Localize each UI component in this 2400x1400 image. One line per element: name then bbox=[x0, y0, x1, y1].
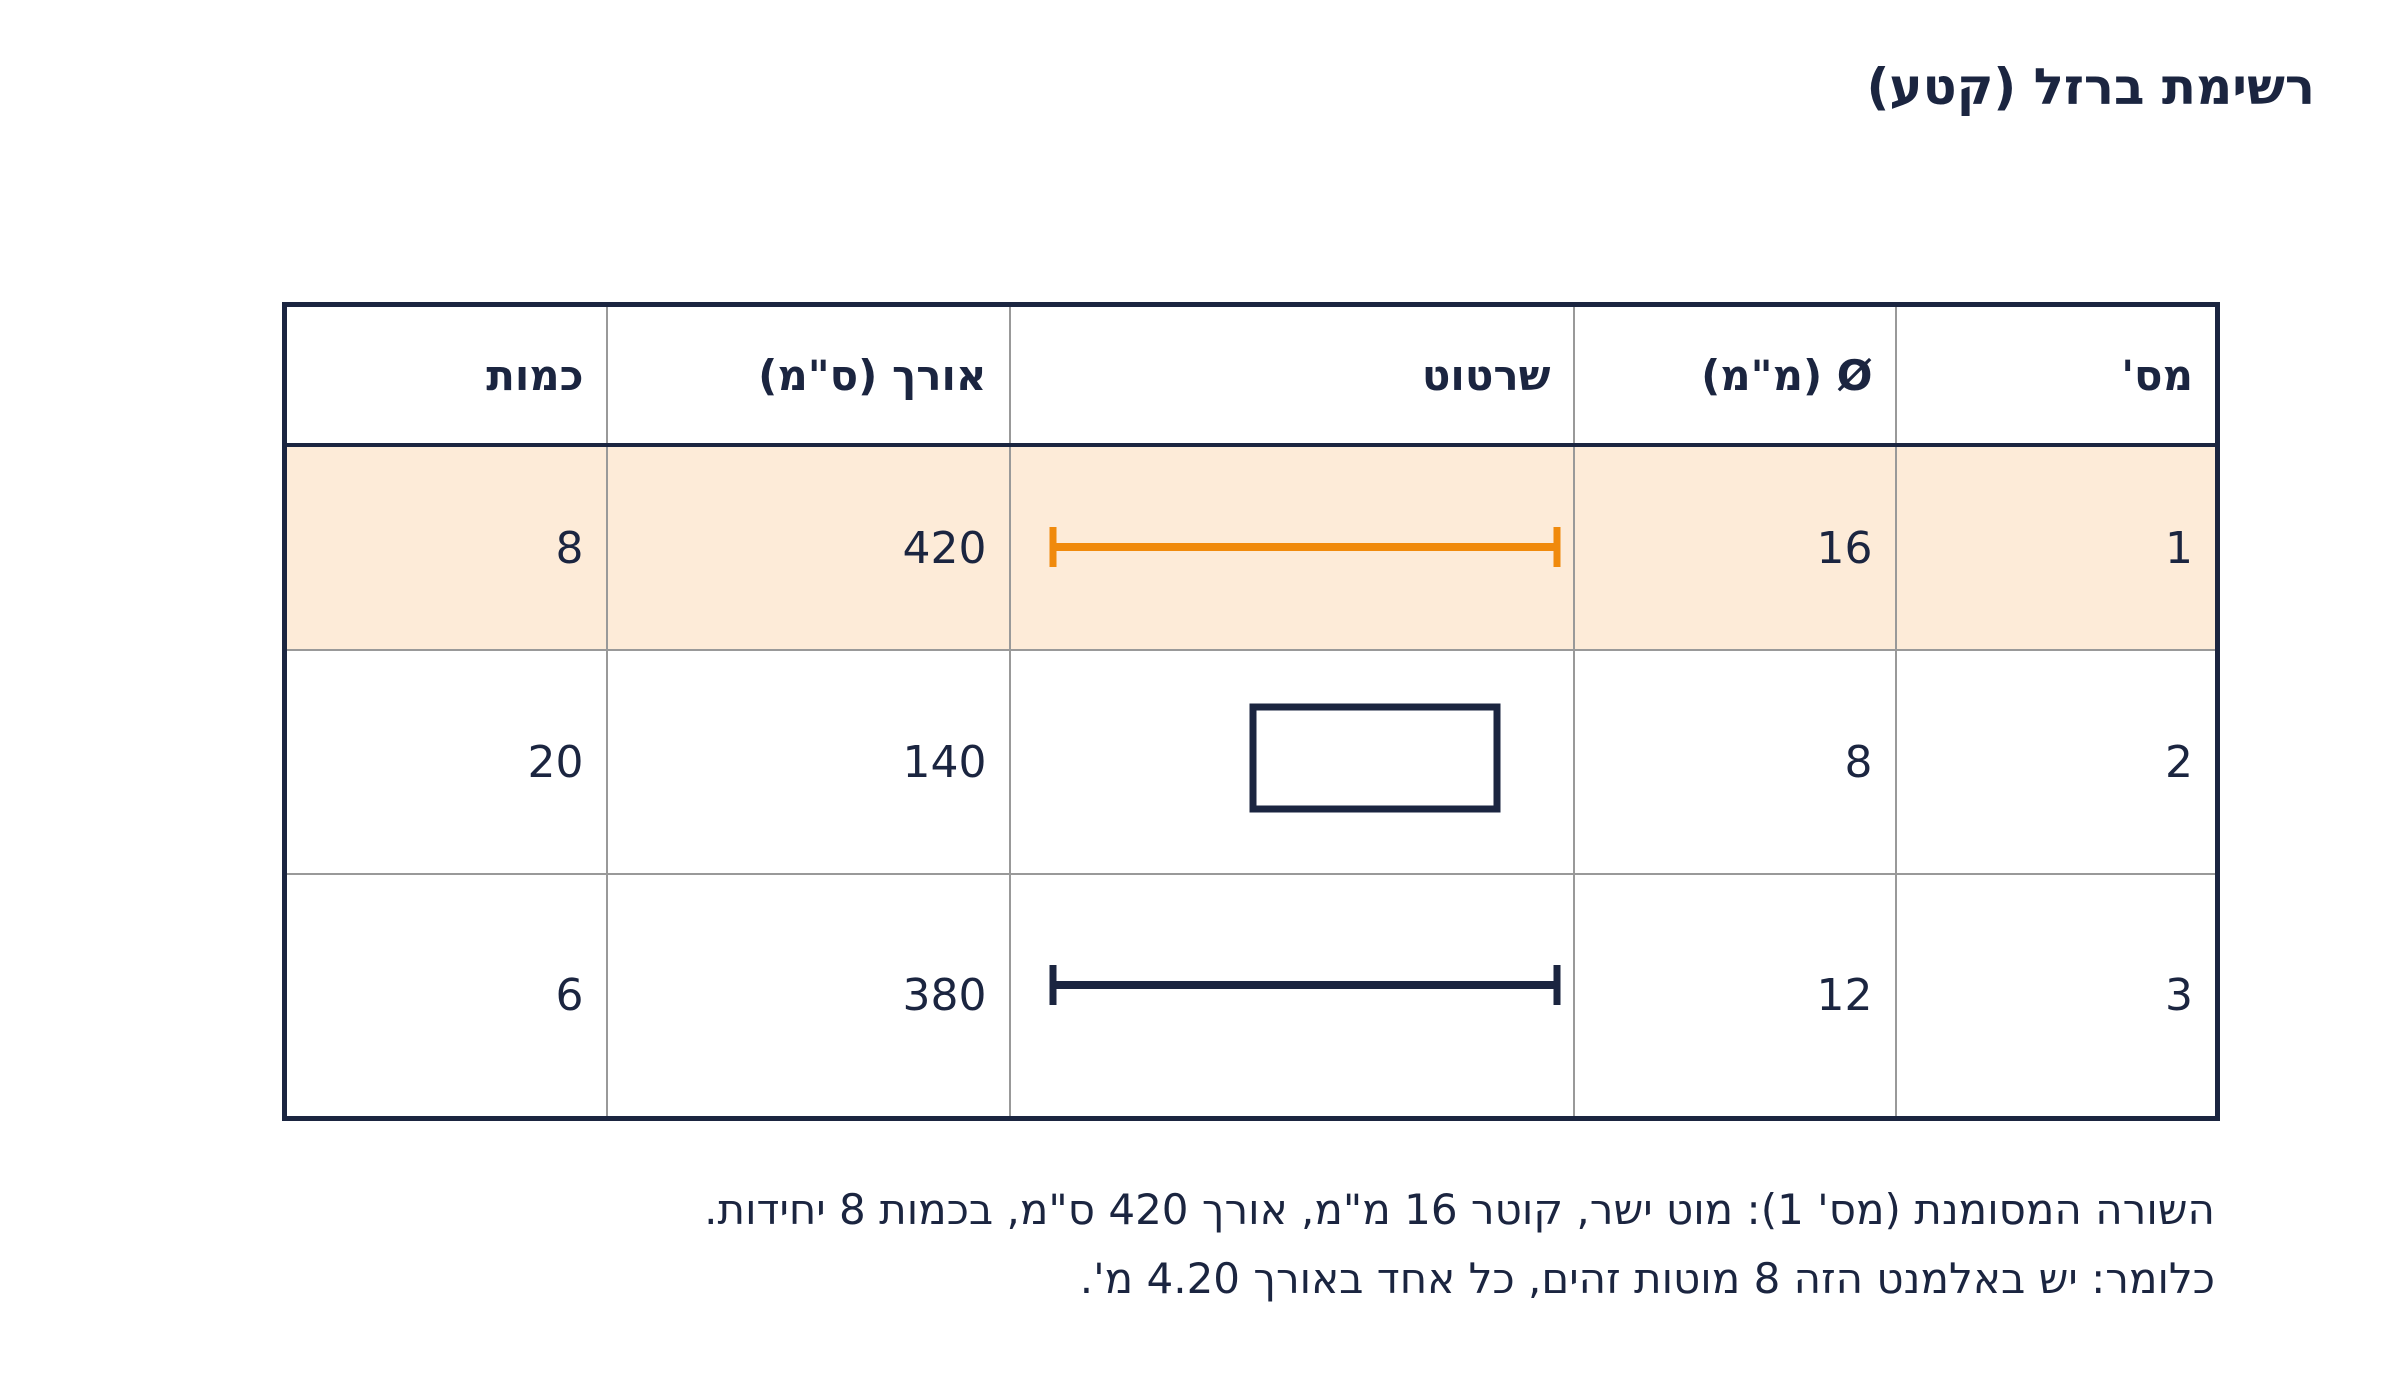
table-cell: 140 bbox=[605, 649, 1011, 875]
table-cell: 12 bbox=[1572, 873, 1897, 1120]
table-cell: 20 bbox=[283, 649, 608, 875]
bar-sketch bbox=[1049, 965, 1560, 1005]
table-cell: 6 bbox=[283, 873, 608, 1120]
table-cell: 16 bbox=[1572, 444, 1897, 651]
drawing-cell bbox=[1008, 444, 1575, 651]
column-header: מס' bbox=[1894, 303, 2219, 447]
table-row: 2 8 140 20 bbox=[283, 649, 2219, 875]
column-header: אורך (ס"מ) bbox=[605, 303, 1011, 447]
table-row: 1 16 420 8 bbox=[283, 444, 2219, 651]
table-cell: 8 bbox=[283, 444, 608, 651]
table-cell: 3 bbox=[1894, 873, 2219, 1120]
bar-sketch bbox=[1049, 527, 1560, 567]
drawing-cell bbox=[1008, 873, 1575, 1120]
sketch-stroke bbox=[1249, 703, 1500, 813]
table-cell: 420 bbox=[605, 444, 1011, 651]
drawing-cell bbox=[1008, 649, 1575, 875]
column-header: Ø (מ"מ) bbox=[1572, 303, 1897, 447]
note: השורה המסומנת (מס' 1): מוט ישר, קוטר 16 … bbox=[704, 1185, 2215, 1234]
table-cell: 8 bbox=[1572, 649, 1897, 875]
title: רשימת ברזל (קטע) bbox=[1866, 58, 2315, 116]
rebar-table: מס' Ø (מ"מ) שרטוט אורך (ס"מ) כמות 1 16 420 8 2 8 1… bbox=[282, 302, 2220, 1121]
header-row: מס' Ø (מ"מ) שרטוט אורך (ס"מ) כמות bbox=[283, 303, 2219, 447]
bar-sketch bbox=[1249, 703, 1500, 813]
table-cell: 1 bbox=[1894, 444, 2219, 651]
table-cell: 380 bbox=[605, 873, 1011, 1120]
note: כלומר: יש באלמנט הזה 8 מוטות זהים, כל אח… bbox=[1079, 1254, 2215, 1303]
column-header: שרטוט bbox=[1008, 303, 1575, 447]
table-row: 3 12 380 6 bbox=[283, 873, 2219, 1120]
table-cell: 2 bbox=[1894, 649, 2219, 875]
column-header: כמות bbox=[283, 303, 608, 447]
